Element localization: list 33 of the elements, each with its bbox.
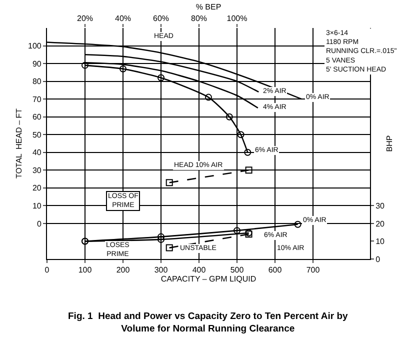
- y2-tick-label: 30: [376, 201, 386, 210]
- y-tick-label: 30: [32, 166, 42, 175]
- x2-tick-label: 100%: [226, 14, 248, 23]
- x2-tick-label: 80%: [190, 14, 208, 23]
- y-axis-title: TOTAL HEAD – FT: [14, 108, 24, 179]
- x2-tick-label: 60%: [152, 14, 170, 23]
- x-tick-label: 500: [230, 266, 244, 275]
- x-tick-label: 300: [154, 266, 168, 275]
- y-tick-label: 100: [28, 42, 42, 51]
- text: Fig. 1 Head and Power vs Capacity Zero to Ten Percent Air by Volume for Normal Running Clearance: [68, 311, 349, 334]
- y-tick-label: 40: [32, 148, 42, 158]
- y2-axis-title: BHP: [385, 135, 394, 152]
- y-tick-label: 0: [36, 219, 42, 228]
- x2-tick-label: 20%: [76, 14, 94, 23]
- y-tick-label: 10: [32, 201, 42, 210]
- y-tick-label: 80: [32, 77, 42, 86]
- x-tick-label: 400: [192, 266, 206, 275]
- y-tick-label: 70: [32, 94, 42, 104]
- x-tick-label: 100: [78, 266, 92, 275]
- y-tick-label: 50: [32, 130, 42, 140]
- x-tick-label: 700: [306, 266, 320, 275]
- y2-tick-label: 10: [376, 237, 386, 246]
- y-tick-label: 20: [32, 184, 42, 193]
- x2-tick-label: 40%: [114, 14, 132, 23]
- y2-tick-label: 0: [376, 254, 381, 264]
- x-tick-label: 0: [44, 266, 50, 275]
- x-tick-label: 600: [268, 266, 282, 275]
- x-tick-label: 200: [116, 266, 130, 275]
- y-tick-label: 60: [32, 112, 42, 122]
- y-tick-label: 90: [32, 59, 42, 68]
- x-axis-title: CAPACITY – GPM LIQUID: [160, 274, 256, 284]
- x2-axis-title: % BEP: [196, 2, 222, 12]
- y2-tick-label: 20: [376, 219, 386, 228]
